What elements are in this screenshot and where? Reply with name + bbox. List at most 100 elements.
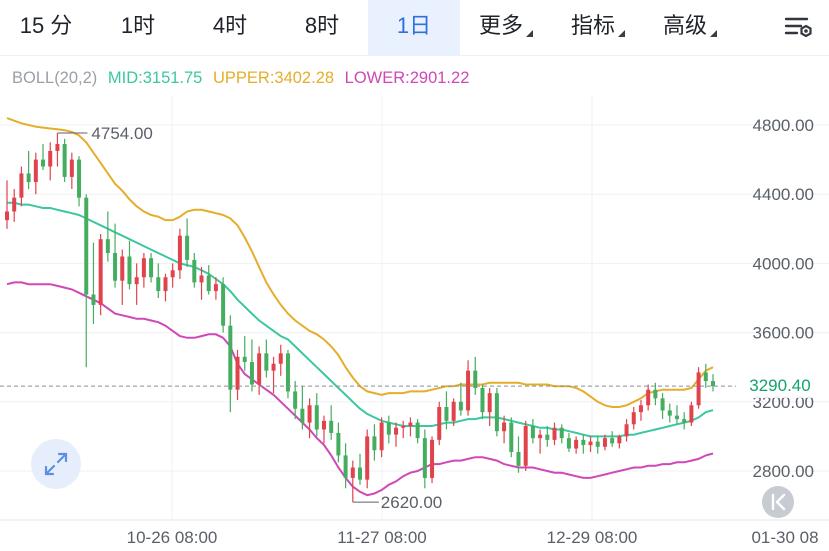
candle-body [444,406,449,421]
tab-7[interactable]: 高级 [644,0,736,56]
time-axis-label: 10-26 08:00 [127,528,218,547]
candle-body [120,256,125,281]
candle-body [473,370,478,388]
tab-5[interactable]: 更多 [460,0,552,56]
tab-label: 指标 [570,13,615,38]
candle-body [264,353,269,371]
tab-label: 高级 [662,13,707,38]
candle-body [682,419,687,423]
candle-body [653,389,658,399]
jump-to-start-icon [771,493,786,511]
candle-body [134,277,139,285]
candle-body [422,438,427,478]
boll-lower-value: LOWER:2901.22 [344,69,470,87]
candle-body [430,439,435,478]
candle-body [293,391,298,409]
candle-body [69,159,74,177]
candle-body [466,370,471,411]
candle-body [113,253,118,281]
candle-body [336,432,341,456]
candle-body [559,427,564,439]
tab-2[interactable]: 4时 [184,0,276,56]
candle-body [523,426,528,466]
candle-body [12,197,17,212]
candle-body [156,277,161,292]
tab-6[interactable]: 指标 [552,0,644,56]
candle-body [581,439,586,446]
candle-body [696,372,701,406]
candle-body [41,159,46,167]
candle-body [365,436,370,480]
candle-body [379,422,384,451]
candle-body [509,422,514,452]
boll-mid-value: MID:3151.75 [107,69,203,87]
candle-body [285,353,290,392]
candle-body [624,424,629,437]
candle-body [185,235,190,260]
candle-body [105,239,110,254]
candle-body [394,427,399,435]
candle-body [235,356,240,390]
candle-body [249,362,254,385]
price-axis-label: 4400.00 [753,185,814,204]
candle-body [566,438,571,449]
high-marker-label: 4754.00 [91,124,152,143]
tab-label: 1日 [396,13,432,38]
candle-body [487,393,492,413]
candle-body [545,434,550,440]
candle-body [221,284,226,326]
candle-body [588,441,593,446]
boll-name: BOLL(20,2) [12,69,98,87]
candle-body [638,405,643,413]
fullscreen-button[interactable] [31,439,81,489]
tab-1[interactable]: 1时 [92,0,184,56]
candle-body [703,372,708,382]
candle-body [610,438,615,444]
candle-body [62,144,67,177]
candle-body [77,159,82,198]
candle-body [228,325,233,390]
candle-body [192,259,197,283]
candlestick-chart[interactable]: 4800.004400.004000.003600.003200.002800.… [0,56,829,551]
candle-body [602,438,607,447]
boll-upper-value: UPPER:3402.28 [212,69,335,87]
tab-4[interactable]: 1日 [368,0,460,56]
candle-body [689,405,694,423]
tab-label: 1时 [120,13,156,38]
candle-body [372,436,377,451]
tab-3[interactable]: 8时 [276,0,368,56]
dropdown-caret-icon [710,30,717,37]
tab-label: 15 分 [19,13,73,38]
dropdown-caret-icon [618,30,625,37]
candle-body [437,406,442,440]
candle-body [177,235,182,271]
candle-body [358,467,362,480]
scroll-to-latest-button[interactable] [762,486,794,518]
candle-body [494,393,499,432]
candle-body [149,258,154,278]
price-axis-label: 4000.00 [753,254,814,273]
candle-body [242,356,247,363]
candle-body [502,422,507,432]
timeframe-tab-bar: 15 分 1时 4时 8时 1日 更多 指标 高级 [0,0,829,56]
candle-body [91,294,96,305]
candle-body [321,420,326,430]
boll-indicator-legend: BOLL(20,2) MID:3151.75 UPPER:3402.28 LOW… [12,69,475,88]
candle-body [314,405,319,430]
candle-body [163,277,168,292]
candle-body [98,239,103,305]
tab-0[interactable]: 15 分 [0,0,92,56]
candle-body [271,363,276,371]
candle-body [48,150,53,167]
candle-body [213,284,218,292]
boll-upper-line [6,117,714,408]
candle-body [538,434,543,439]
time-axis-label: 12-29 08:00 [547,528,638,547]
chart-settings-icon[interactable] [783,12,815,44]
candle-body [19,173,24,198]
candle-body [55,144,60,151]
candle-body [26,173,31,183]
candle-body [33,159,38,183]
candle-body [278,353,283,364]
dropdown-caret-icon [526,30,533,37]
